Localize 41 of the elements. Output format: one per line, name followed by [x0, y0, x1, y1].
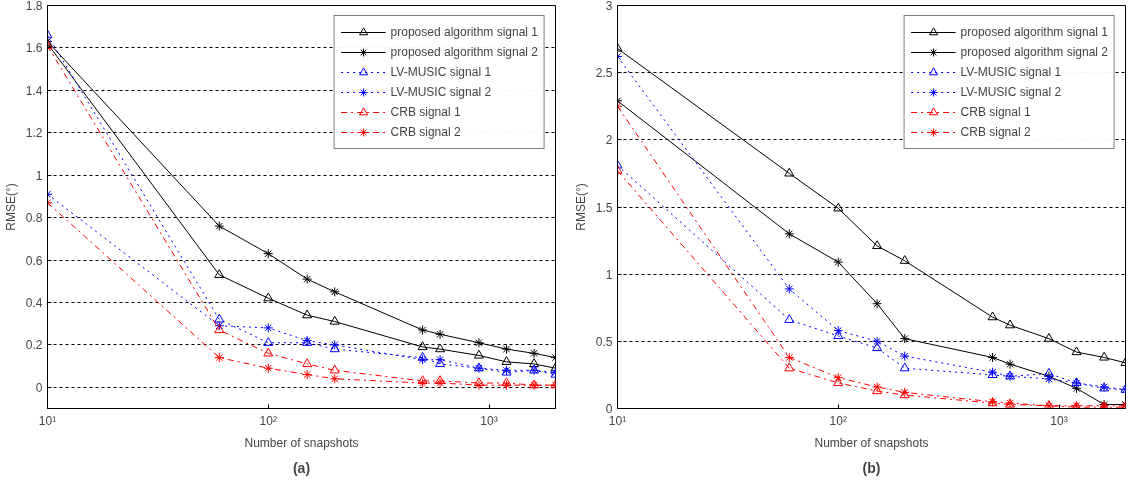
legend-label: CRB signal 2	[390, 125, 461, 139]
x-tick-label: 10²	[259, 413, 277, 428]
x-tick-label: 10²	[829, 413, 847, 428]
legend-label: CRB signal 1	[960, 105, 1031, 119]
y-tick-label: 1	[35, 168, 43, 183]
y-tick-label: 0.4	[25, 295, 43, 310]
y-axis-title: RMSE(°)	[3, 183, 18, 231]
y-tick-label: 2.5	[595, 66, 613, 81]
y-tick-label: 0.2	[25, 338, 43, 353]
legend-label: CRB signal 2	[960, 125, 1031, 139]
y-tick-label: 1.4	[25, 83, 43, 98]
x-tick-label: 10³	[1050, 413, 1068, 428]
legend-label: proposed algorithm signal 2	[960, 45, 1108, 59]
legend-label: LV-MUSIC signal 1	[390, 65, 492, 79]
y-tick-label: 3	[605, 0, 613, 13]
y-tick-label: 0	[35, 380, 43, 395]
x-axis-title: Number of snapshots	[814, 435, 929, 450]
y-tick-label: 0	[605, 402, 613, 416]
x-axis-title: Number of snapshots	[244, 435, 359, 450]
legend-label: LV-MUSIC signal 1	[960, 65, 1062, 79]
legend-label: LV-MUSIC signal 2	[960, 85, 1062, 99]
y-tick-label: 1.2	[25, 126, 43, 141]
text: (b)	[862, 459, 881, 476]
legend-label: proposed algorithm signal 2	[390, 45, 538, 59]
legend-label: LV-MUSIC signal 2	[390, 85, 492, 99]
text: (a)	[292, 459, 311, 476]
y-tick-label: 0.5	[595, 334, 613, 349]
x-tick-label: 10¹	[38, 413, 57, 428]
y-tick-label: 2	[605, 133, 613, 148]
legend-label: CRB signal 1	[390, 105, 461, 119]
y-tick-label: 0.8	[25, 211, 43, 226]
y-tick-label: 1	[605, 267, 613, 282]
legend-label: proposed algorithm signal 1	[390, 25, 538, 39]
y-tick-label: 0.6	[25, 253, 43, 268]
x-tick-label: 10³	[480, 413, 498, 428]
y-tick-label: 1.6	[25, 41, 43, 56]
x-tick-label: 10¹	[608, 413, 627, 428]
y-tick-label: 1.5	[595, 200, 613, 215]
y-tick-label: 1.8	[25, 0, 43, 13]
legend-label: proposed algorithm signal 1	[960, 25, 1108, 39]
y-axis-title: RMSE(°)	[573, 183, 588, 231]
